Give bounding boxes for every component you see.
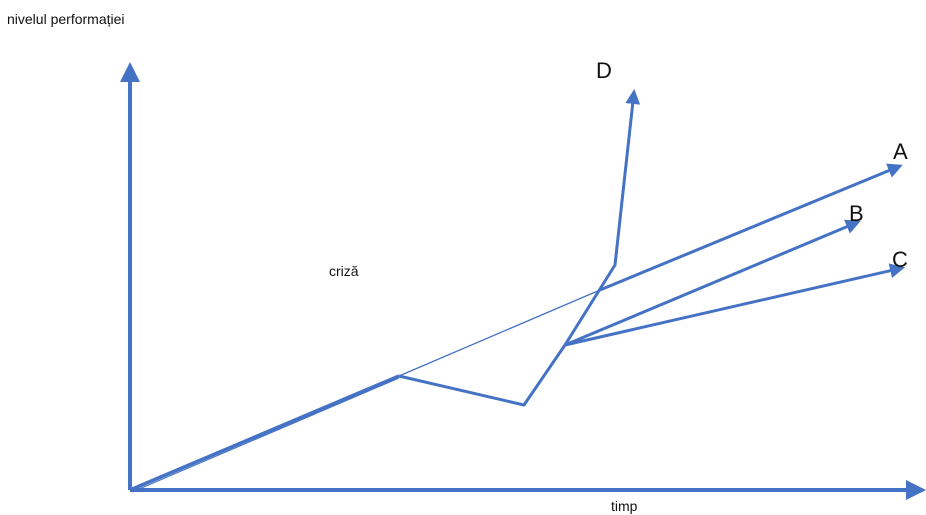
- trend-continuation-line: [398, 289, 601, 377]
- scenario-label-c: C: [892, 247, 908, 272]
- scenario-d-line: [563, 89, 641, 346]
- scenario-label-d: D: [596, 58, 612, 83]
- pre-crisis-growth-line-thin: [131, 377, 400, 493]
- crisis-label: criză: [329, 263, 359, 279]
- scenario-label-a: A: [893, 139, 908, 164]
- scenario-b-line: [564, 219, 861, 347]
- scenario-c-line: [564, 263, 905, 347]
- crisis-dip-line: [398, 344, 567, 407]
- scenario-label-b: B: [849, 201, 864, 226]
- pre-crisis-growth-line: [129, 374, 400, 492]
- x-axis-label: timp: [611, 498, 638, 514]
- scenario-a-line: [599, 163, 903, 292]
- y-axis-label: nivelul performației: [7, 11, 125, 27]
